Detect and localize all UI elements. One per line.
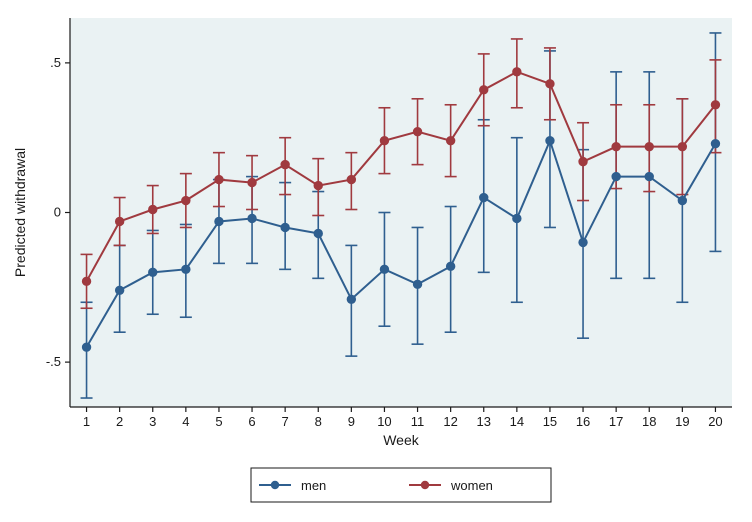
series-marker-women xyxy=(215,175,223,183)
series-marker-men xyxy=(281,223,289,231)
x-tick-label: 19 xyxy=(675,414,689,429)
series-marker-women xyxy=(645,142,653,150)
chart-container: -.50.5Predicted withdrawal12345678910111… xyxy=(0,0,752,522)
series-marker-men xyxy=(480,193,488,201)
series-marker-women xyxy=(248,178,256,186)
series-marker-men xyxy=(579,238,587,246)
series-marker-women xyxy=(413,128,421,136)
series-marker-men xyxy=(513,214,521,222)
x-tick-label: 12 xyxy=(443,414,457,429)
series-marker-women xyxy=(480,86,488,94)
x-tick-label: 11 xyxy=(411,414,425,429)
series-marker-women xyxy=(612,142,620,150)
plot-area xyxy=(70,18,732,407)
series-marker-women xyxy=(115,217,123,225)
series-marker-women xyxy=(711,101,719,109)
x-tick-label: 7 xyxy=(282,414,289,429)
series-marker-women xyxy=(678,142,686,150)
series-marker-women xyxy=(446,136,454,144)
x-tick-label: 13 xyxy=(477,414,491,429)
x-tick-label: 8 xyxy=(315,414,322,429)
series-marker-men xyxy=(115,286,123,294)
legend-box xyxy=(251,468,551,502)
legend-label: women xyxy=(450,478,493,493)
withdrawal-chart: -.50.5Predicted withdrawal12345678910111… xyxy=(0,0,752,522)
series-marker-men xyxy=(678,196,686,204)
x-tick-label: 5 xyxy=(215,414,222,429)
series-marker-women xyxy=(182,196,190,204)
y-tick-label: -.5 xyxy=(46,354,61,369)
x-tick-label: 4 xyxy=(182,414,189,429)
series-marker-women xyxy=(513,68,521,76)
series-marker-women xyxy=(281,160,289,168)
series-marker-women xyxy=(546,80,554,88)
x-tick-label: 20 xyxy=(708,414,722,429)
series-marker-men xyxy=(347,295,355,303)
series-marker-men xyxy=(248,214,256,222)
series-marker-men xyxy=(612,172,620,180)
x-tick-label: 3 xyxy=(149,414,156,429)
series-marker-men xyxy=(711,139,719,147)
series-marker-women xyxy=(149,205,157,213)
x-tick-label: 17 xyxy=(609,414,623,429)
x-tick-label: 9 xyxy=(348,414,355,429)
x-tick-label: 10 xyxy=(377,414,391,429)
series-marker-men xyxy=(149,268,157,276)
series-marker-women xyxy=(314,181,322,189)
x-tick-label: 1 xyxy=(83,414,90,429)
x-tick-label: 2 xyxy=(116,414,123,429)
x-tick-label: 14 xyxy=(510,414,524,429)
x-tick-label: 6 xyxy=(248,414,255,429)
series-marker-men xyxy=(446,262,454,270)
legend-label: men xyxy=(301,478,326,493)
y-axis-label: Predicted withdrawal xyxy=(12,148,28,277)
series-marker-men xyxy=(380,265,388,273)
series-marker-men xyxy=(645,172,653,180)
y-tick-label: .5 xyxy=(50,55,61,70)
series-marker-women xyxy=(579,157,587,165)
legend-swatch-marker xyxy=(271,481,279,489)
x-tick-label: 15 xyxy=(543,414,557,429)
x-axis-label: Week xyxy=(383,432,420,448)
series-marker-men xyxy=(182,265,190,273)
series-marker-women xyxy=(82,277,90,285)
y-tick-label: 0 xyxy=(54,205,61,220)
legend-swatch-marker xyxy=(421,481,429,489)
series-marker-men xyxy=(413,280,421,288)
x-tick-label: 16 xyxy=(576,414,590,429)
series-marker-men xyxy=(82,343,90,351)
x-tick-label: 18 xyxy=(642,414,656,429)
series-marker-women xyxy=(347,175,355,183)
series-marker-men xyxy=(546,136,554,144)
series-marker-men xyxy=(215,217,223,225)
series-marker-women xyxy=(380,136,388,144)
series-marker-men xyxy=(314,229,322,237)
